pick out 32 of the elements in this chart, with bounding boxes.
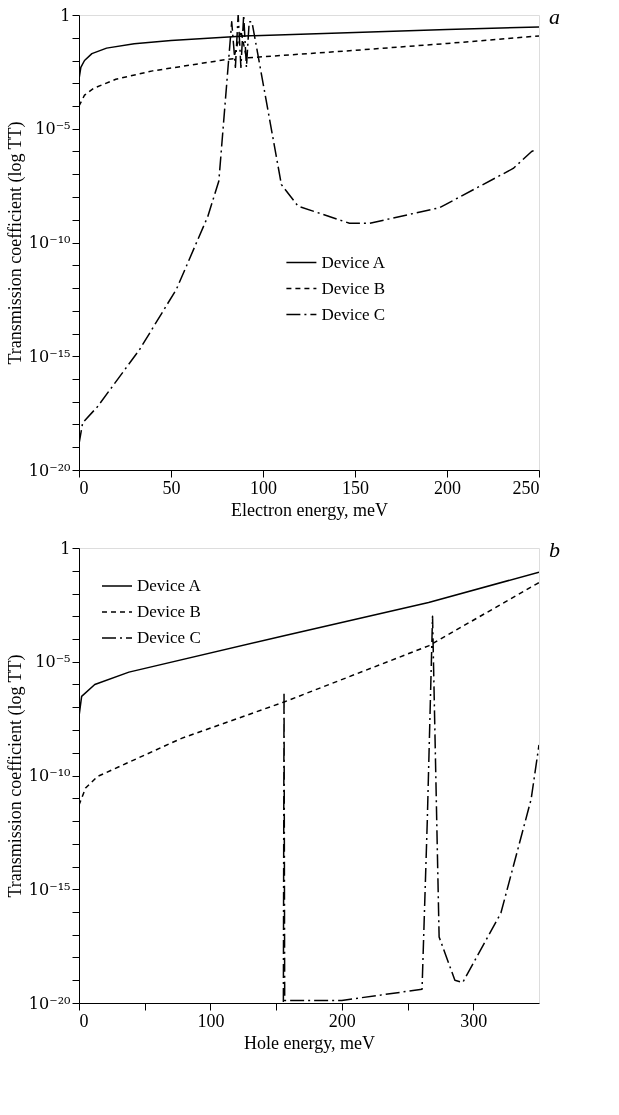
y-tick-label: 10⁻²⁰ — [28, 460, 71, 480]
x-tick-label: 250 — [512, 477, 540, 498]
y-axis-title: Transmission coefficient (log TT) — [4, 121, 26, 365]
legend-label: Device B — [321, 278, 386, 298]
y-tick-label: 10⁻¹⁰ — [28, 766, 71, 785]
x-axis-title: Electron energy, meV — [231, 499, 388, 520]
y-tick-label: 1 — [60, 538, 71, 558]
y-tick-label: 10⁻⁵ — [35, 119, 71, 139]
y-tick-label: 10⁻¹⁵ — [28, 879, 71, 899]
x-tick-label: 100 — [250, 477, 277, 498]
legend-label: Device A — [321, 252, 386, 272]
legend-label: Device A — [137, 576, 202, 595]
x-tick-label: 150 — [342, 477, 369, 498]
legend-label: Device C — [137, 628, 201, 647]
chart-title: a — [549, 4, 560, 29]
x-tick-label: 0 — [79, 477, 89, 498]
x-axis-title: Hole energy, meV — [244, 1032, 375, 1053]
legend-label: Device B — [137, 602, 201, 621]
y-tick-label: 10⁻¹⁵ — [28, 346, 71, 366]
x-tick-label: 200 — [434, 477, 461, 498]
y-tick-label: 10⁻⁵ — [35, 652, 71, 672]
x-tick-label: 100 — [197, 1010, 225, 1031]
chart-title: b — [549, 537, 560, 562]
legend-label: Device C — [321, 304, 386, 324]
y-tick-label: 10⁻¹⁰ — [28, 233, 71, 252]
x-tick-label: 0 — [79, 1010, 89, 1031]
x-tick-label: 50 — [162, 477, 181, 498]
y-axis-title: Transmission coefficient (log TT) — [4, 654, 26, 898]
x-tick-label: 200 — [328, 1010, 356, 1031]
y-tick-label: 10⁻²⁰ — [28, 993, 71, 1013]
x-tick-label: 300 — [460, 1010, 488, 1031]
y-tick-label: 1 — [60, 5, 71, 25]
